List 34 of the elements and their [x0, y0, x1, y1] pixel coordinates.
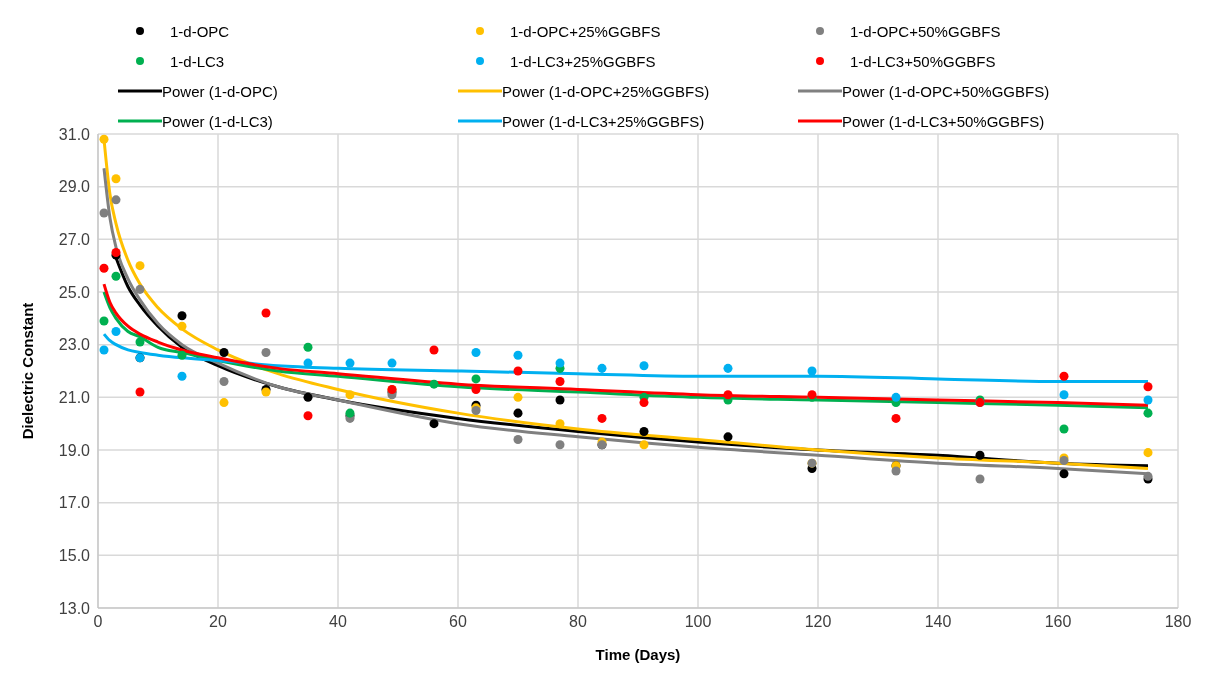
- legend-label: Power (1-d-LC3+50%GGBFS): [842, 112, 1045, 130]
- legend-label: 1-d-OPC: [170, 22, 230, 40]
- legend-label: 1-d-LC3+50%GGBFS: [850, 52, 996, 70]
- y-tick-label: 29.0: [58, 178, 91, 196]
- legend-label: Power (1-d-OPC+50%GGBFS): [842, 82, 1050, 100]
- y-tick-label: 31.0: [58, 125, 91, 143]
- x-tick-label: 40: [329, 613, 347, 631]
- y-tick-label: 13.0: [58, 599, 91, 617]
- x-tick-label: 180: [1164, 613, 1192, 631]
- y-tick-label: 27.0: [58, 231, 91, 249]
- y-axis-title: Dielectric Constant: [19, 302, 37, 440]
- y-tick-label: 21.0: [58, 389, 91, 407]
- x-axis-title: Time (Days): [595, 646, 681, 663]
- x-tick-label: 160: [1044, 613, 1072, 631]
- legend-label: Power (1-d-OPC+25%GGBFS): [502, 82, 710, 100]
- y-tick-label: 17.0: [58, 494, 91, 512]
- y-tick-label: 23.0: [58, 336, 91, 354]
- x-tick-label: 60: [449, 613, 467, 631]
- x-tick-label: 0: [93, 613, 103, 631]
- x-tick-label: 120: [804, 613, 832, 631]
- legend-label: 1-d-LC3: [170, 52, 225, 70]
- legend-label: Power (1-d-LC3): [162, 112, 273, 130]
- legend-label: 1-d-LC3+25%GGBFS: [510, 52, 656, 70]
- x-tick-label: 140: [924, 613, 952, 631]
- y-tick-label: 25.0: [58, 283, 91, 301]
- legend-label: 1-d-OPC+50%GGBFS: [850, 22, 1001, 40]
- legend-label: 1-d-OPC+25%GGBFS: [510, 22, 661, 40]
- y-tick-label: 19.0: [58, 441, 91, 459]
- x-tick-label: 80: [569, 613, 587, 631]
- legend-label: Power (1-d-OPC): [162, 82, 278, 100]
- y-tick-label: 15.0: [58, 547, 91, 565]
- x-tick-label: 20: [209, 613, 227, 631]
- x-tick-label: 100: [684, 613, 712, 631]
- legend-label: Power (1-d-LC3+25%GGBFS): [502, 112, 705, 130]
